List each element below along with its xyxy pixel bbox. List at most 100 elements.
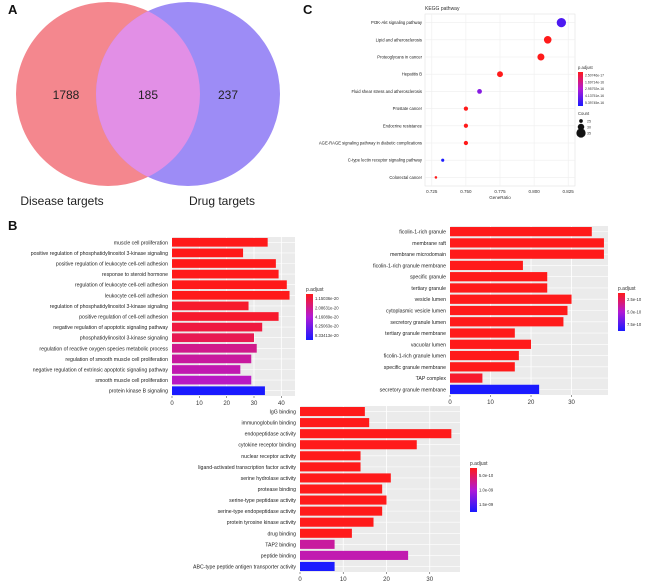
- chart-title: KEGG pathway: [425, 6, 460, 12]
- bar: [300, 451, 361, 461]
- category-label: Hepatitis B: [402, 72, 422, 77]
- bar: [300, 473, 391, 483]
- category-label: negative regulation of extrinsic apoptot…: [33, 368, 169, 374]
- legend-tick: 4.13751e-16: [585, 94, 604, 98]
- kegg-dot-plot: 0.725 0.750 0.775 0.800 0.825 KEGG pathway Gen…: [319, 6, 604, 200]
- bar: [450, 339, 532, 349]
- panel-letter-c: C: [303, 2, 313, 17]
- x-tick-label: 30: [568, 400, 575, 406]
- x-tick-label: 10: [196, 401, 203, 407]
- category-label: regulation of smooth muscle cell prolife…: [65, 357, 168, 363]
- bar: [300, 495, 387, 505]
- bar: [300, 517, 374, 527]
- size-legend-dot: [577, 123, 585, 131]
- legend-tick: 5.0e-10: [627, 310, 642, 315]
- legend-tick: 2.95792e-16: [585, 87, 604, 91]
- category-label: ligand-activated transcription factor ac…: [198, 465, 296, 471]
- bar: [172, 375, 252, 385]
- size-legend-label: 25: [587, 119, 591, 123]
- category-label: positive regulation of cell-cell adhesio…: [79, 315, 168, 321]
- category-label: cytoplasmic vesicle lumen: [386, 309, 446, 315]
- bar: [450, 260, 523, 271]
- x-tick-label: 10: [340, 577, 347, 583]
- size-legend-label: 35: [587, 131, 591, 135]
- bar: [450, 373, 483, 383]
- category-label: protein tyrosine kinase activity: [227, 520, 297, 526]
- category-label: peptide binding: [261, 553, 296, 559]
- bar: [450, 294, 572, 304]
- venn-overlap-count: 185: [138, 88, 158, 102]
- x-tick-label: 0: [448, 400, 452, 406]
- data-point: [441, 158, 445, 162]
- legend-title: p.adjust: [306, 287, 324, 293]
- category-label: positive regulation of leukocyte cell-ce…: [56, 262, 168, 268]
- legend-tick: 2.5e-10: [627, 297, 642, 302]
- panel-letter-b: B: [8, 218, 17, 233]
- category-label: TAP complex: [416, 376, 447, 382]
- x-tick-label: 0.800: [528, 189, 540, 194]
- category-label: nuclear receptor activity: [241, 454, 296, 460]
- legend-colorbar: [578, 72, 583, 106]
- x-tick-label: 20: [528, 400, 535, 406]
- panel-letter-a: A: [8, 2, 18, 17]
- bar: [172, 269, 279, 279]
- data-point: [463, 106, 469, 111]
- venn-right-count: 237: [218, 88, 238, 102]
- x-tick-label: 20: [223, 401, 230, 407]
- legend-title: p.adjust: [470, 461, 488, 467]
- x-tick-label: 0.750: [460, 189, 472, 194]
- bar: [172, 301, 249, 311]
- bar: [300, 484, 383, 494]
- data-point: [463, 140, 469, 146]
- x-tick-label: 0.775: [494, 189, 506, 194]
- bar: [172, 312, 279, 321]
- category-label: protein kinase B signaling: [109, 389, 168, 395]
- category-label: vesicle lumen: [415, 297, 447, 303]
- x-tick-label: 40: [278, 401, 285, 407]
- category-label: PI3K-Akt signaling pathway: [371, 20, 423, 25]
- venn-left-label: Disease targets: [20, 194, 103, 208]
- category-label: tertiary granule membrane: [385, 331, 446, 337]
- category-label: TAP2 binding: [265, 542, 296, 548]
- data-point: [434, 176, 438, 179]
- go-cc-bar-chart: ficolin-1-rich granule membrane raft membr…: [373, 226, 642, 406]
- category-label: AGE-RAGE signaling pathway in diabetic c…: [319, 141, 422, 146]
- category-label: vacuolar lumen: [411, 342, 446, 348]
- bar: [300, 539, 335, 549]
- x-tick-label: 30: [251, 401, 258, 407]
- go-bp-bar-chart: muscle cell proliferation positive regula…: [31, 237, 339, 407]
- category-label: positive regulation of phosphatidylinosi…: [31, 251, 168, 257]
- category-label: drug binding: [267, 531, 296, 537]
- category-label: leukocyte cell-cell adhesion: [105, 293, 168, 299]
- legend-title: p.adjust: [578, 65, 594, 70]
- category-label: cytokine receptor binding: [238, 443, 296, 449]
- legend-tick: 1.0e-09: [479, 488, 494, 493]
- category-label: regulation of leukocyte cell-cell adhesi…: [75, 283, 168, 289]
- data-point: [537, 53, 545, 61]
- bar: [172, 237, 268, 247]
- category-label: specific granule: [410, 275, 446, 281]
- bar: [450, 249, 604, 259]
- bar: [450, 305, 568, 316]
- category-label: protease binding: [258, 487, 296, 493]
- venn-left-count: 1788: [53, 88, 80, 102]
- category-label: Lipid and atherosclerosis: [376, 37, 422, 42]
- bar: [172, 386, 265, 396]
- size-legend-dot: [579, 119, 583, 123]
- legend-tick: 2.50746e-17: [585, 74, 604, 78]
- category-label: membrane microdomain: [390, 252, 446, 258]
- category-label: C-type lectin receptor signaling pathway: [348, 158, 423, 163]
- legend-tick: 5.39745e-16: [585, 101, 604, 105]
- data-point: [556, 17, 567, 28]
- bar: [450, 317, 564, 327]
- category-label: Fluid shear stress and atherosclerosis: [351, 89, 422, 94]
- category-label: ABC-type peptide antigen transporter act…: [193, 564, 296, 570]
- bar: [450, 238, 604, 248]
- x-tick-label: 0: [170, 401, 174, 407]
- bar: [300, 528, 352, 538]
- category-label: ficolin-1-rich granule: [399, 230, 446, 236]
- bar: [172, 322, 263, 332]
- category-label: Prostate cancer: [393, 106, 423, 111]
- bar: [172, 343, 257, 353]
